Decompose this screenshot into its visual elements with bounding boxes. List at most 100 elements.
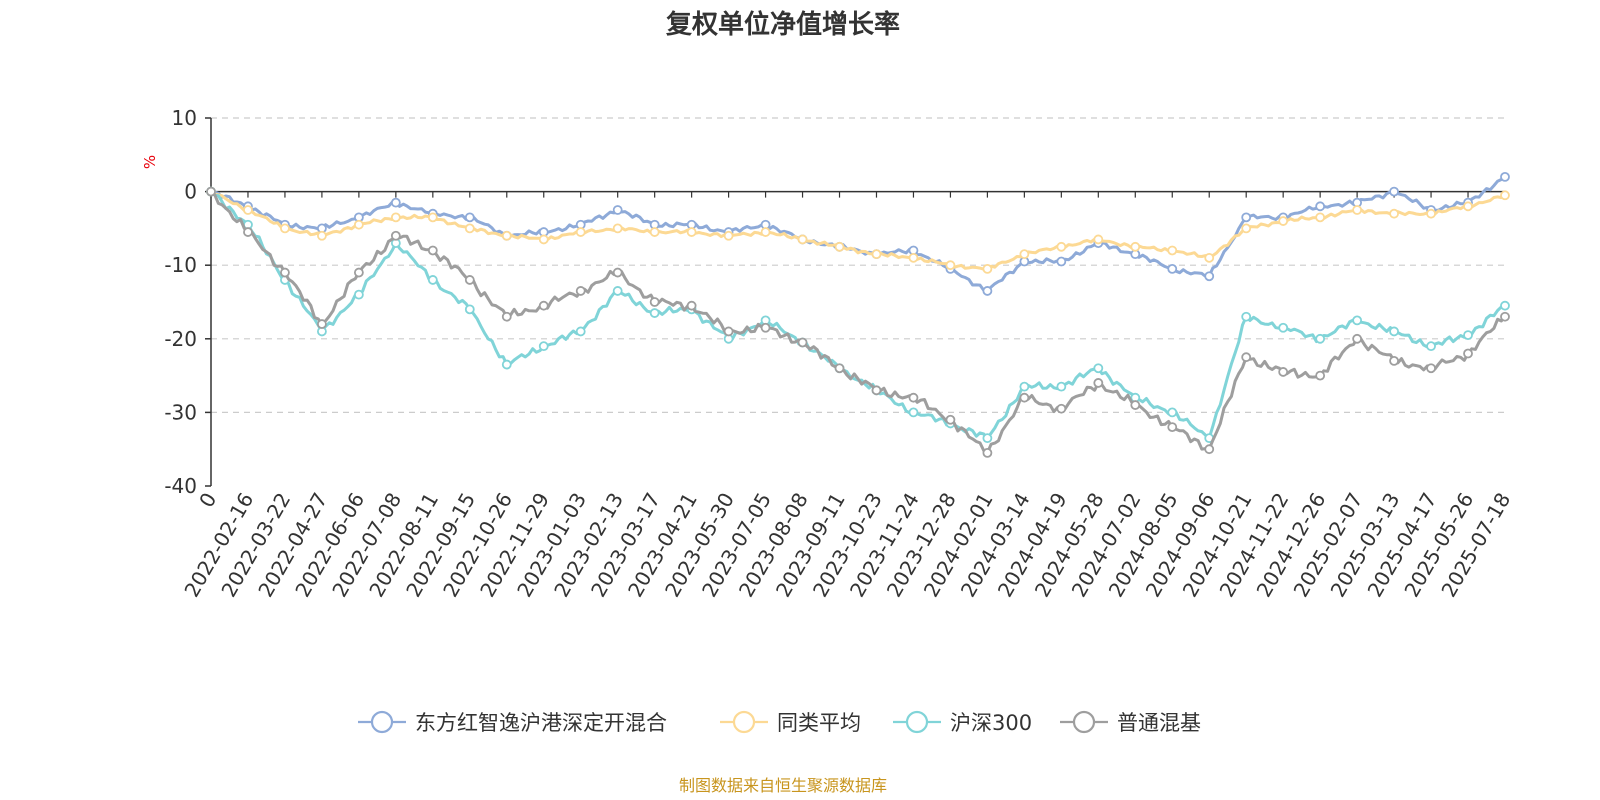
series-marker xyxy=(871,249,882,260)
chart-title: 复权单位净值增长率 xyxy=(666,9,900,40)
series-marker xyxy=(280,223,290,234)
series-marker xyxy=(1315,212,1326,223)
series-marker xyxy=(1352,205,1363,215)
series-marker xyxy=(538,300,549,311)
series-marker xyxy=(1500,300,1510,311)
series-marker xyxy=(908,407,919,418)
series-marker xyxy=(1056,403,1067,414)
series-marker xyxy=(1167,407,1178,418)
series-marker xyxy=(501,230,512,241)
legend[interactable]: 东方红智逸沪港深定开混合 同类平均 沪深300 普通混基 xyxy=(358,710,1201,735)
series-line-1 xyxy=(210,190,1506,271)
series-marker xyxy=(1167,245,1178,256)
series-marker xyxy=(353,267,364,278)
legend-label: 同类平均 xyxy=(777,711,861,735)
series-marker xyxy=(1426,341,1436,352)
series-marker xyxy=(1056,381,1067,392)
series-marker xyxy=(1426,208,1436,219)
legend-item-1[interactable]: 同类平均 xyxy=(720,710,861,735)
series-marker xyxy=(1204,252,1215,263)
series-marker xyxy=(390,212,401,223)
series-marker xyxy=(1019,381,1030,392)
legend-marker xyxy=(370,710,394,734)
series-marker xyxy=(871,385,882,396)
y-tick-label: -10 xyxy=(164,253,197,277)
series-marker xyxy=(649,297,660,307)
series-marker xyxy=(612,223,623,234)
series-marker xyxy=(1278,322,1289,333)
series-marker xyxy=(945,260,956,271)
series-marker xyxy=(1241,352,1252,363)
legend-label: 东方红智逸沪港深定开混合 xyxy=(415,711,667,735)
series-marker xyxy=(464,223,475,234)
legend-label: 普通混基 xyxy=(1117,711,1201,735)
series-marker xyxy=(649,227,660,237)
series-marker xyxy=(1315,333,1326,344)
series-line-2 xyxy=(209,190,1506,440)
series-marker xyxy=(1130,241,1141,252)
series-marker xyxy=(1352,315,1363,326)
series-marker xyxy=(575,286,586,296)
series-marker xyxy=(1241,223,1252,234)
legend-marker xyxy=(732,710,756,734)
series-line-0 xyxy=(210,175,1506,293)
series-marker xyxy=(1019,392,1030,403)
series-marker xyxy=(834,363,845,374)
series-marker xyxy=(982,433,993,444)
legend-label: 沪深300 xyxy=(950,711,1032,735)
series-marker xyxy=(1093,234,1104,245)
series-marker xyxy=(1204,271,1215,282)
series-marker xyxy=(1500,171,1510,182)
series-marker xyxy=(575,326,586,337)
y-tick-label: 10 xyxy=(172,106,197,130)
y-tick-label: -20 xyxy=(164,327,197,351)
grid-lines xyxy=(211,117,1505,413)
series-marker xyxy=(317,230,327,241)
legend-item-2[interactable]: 沪深300 xyxy=(893,710,1032,735)
series-marker xyxy=(501,359,512,370)
series-marker xyxy=(206,186,216,197)
series-marker xyxy=(1056,256,1067,267)
series-marker xyxy=(612,267,623,278)
series-marker xyxy=(612,286,623,296)
series-marker xyxy=(353,219,364,230)
series-marker xyxy=(982,447,993,458)
series-marker xyxy=(1352,333,1363,344)
series-marker xyxy=(1241,311,1252,322)
series-marker xyxy=(1463,348,1473,359)
series-marker xyxy=(612,205,623,215)
y-tick-labels: 10 0 -10 -20 -30 -40 xyxy=(164,106,197,498)
legend-item-3[interactable]: 普通混基 xyxy=(1060,710,1201,735)
series-marker xyxy=(723,326,734,337)
y-tick-label: 0 xyxy=(184,180,197,204)
series-marker xyxy=(464,304,475,315)
x-tick-label: 0 xyxy=(194,489,221,512)
series-marker xyxy=(1278,216,1289,226)
x-tick-labels: 02022-02-162022-03-222022-04-272022-06-0… xyxy=(179,489,1515,602)
series-marker xyxy=(1389,326,1399,337)
series-marker xyxy=(1500,311,1510,322)
y-tick-label: -40 xyxy=(164,474,197,498)
series-marker xyxy=(1463,330,1473,341)
series-marker xyxy=(1500,190,1510,201)
series-marker xyxy=(686,300,697,311)
series-marker xyxy=(464,212,475,223)
series-marker xyxy=(982,286,993,296)
source-note: 制图数据来自恒生聚源数据库 xyxy=(679,776,887,795)
series-line-3 xyxy=(210,190,1507,455)
series-marker xyxy=(908,392,919,403)
series-marker xyxy=(1167,263,1178,274)
series-marker xyxy=(390,197,401,208)
series-marker xyxy=(1389,208,1399,219)
series-marker xyxy=(1167,422,1178,433)
series-marker xyxy=(390,230,401,241)
legend-item-0[interactable]: 东方红智逸沪港深定开混合 xyxy=(358,710,667,735)
series-marker xyxy=(982,263,993,274)
series-marker xyxy=(1204,444,1215,455)
legend-marker xyxy=(905,710,929,734)
y-axis-unit: % xyxy=(141,155,159,169)
y-tick-label: -30 xyxy=(164,400,197,424)
series-marker xyxy=(280,267,290,278)
